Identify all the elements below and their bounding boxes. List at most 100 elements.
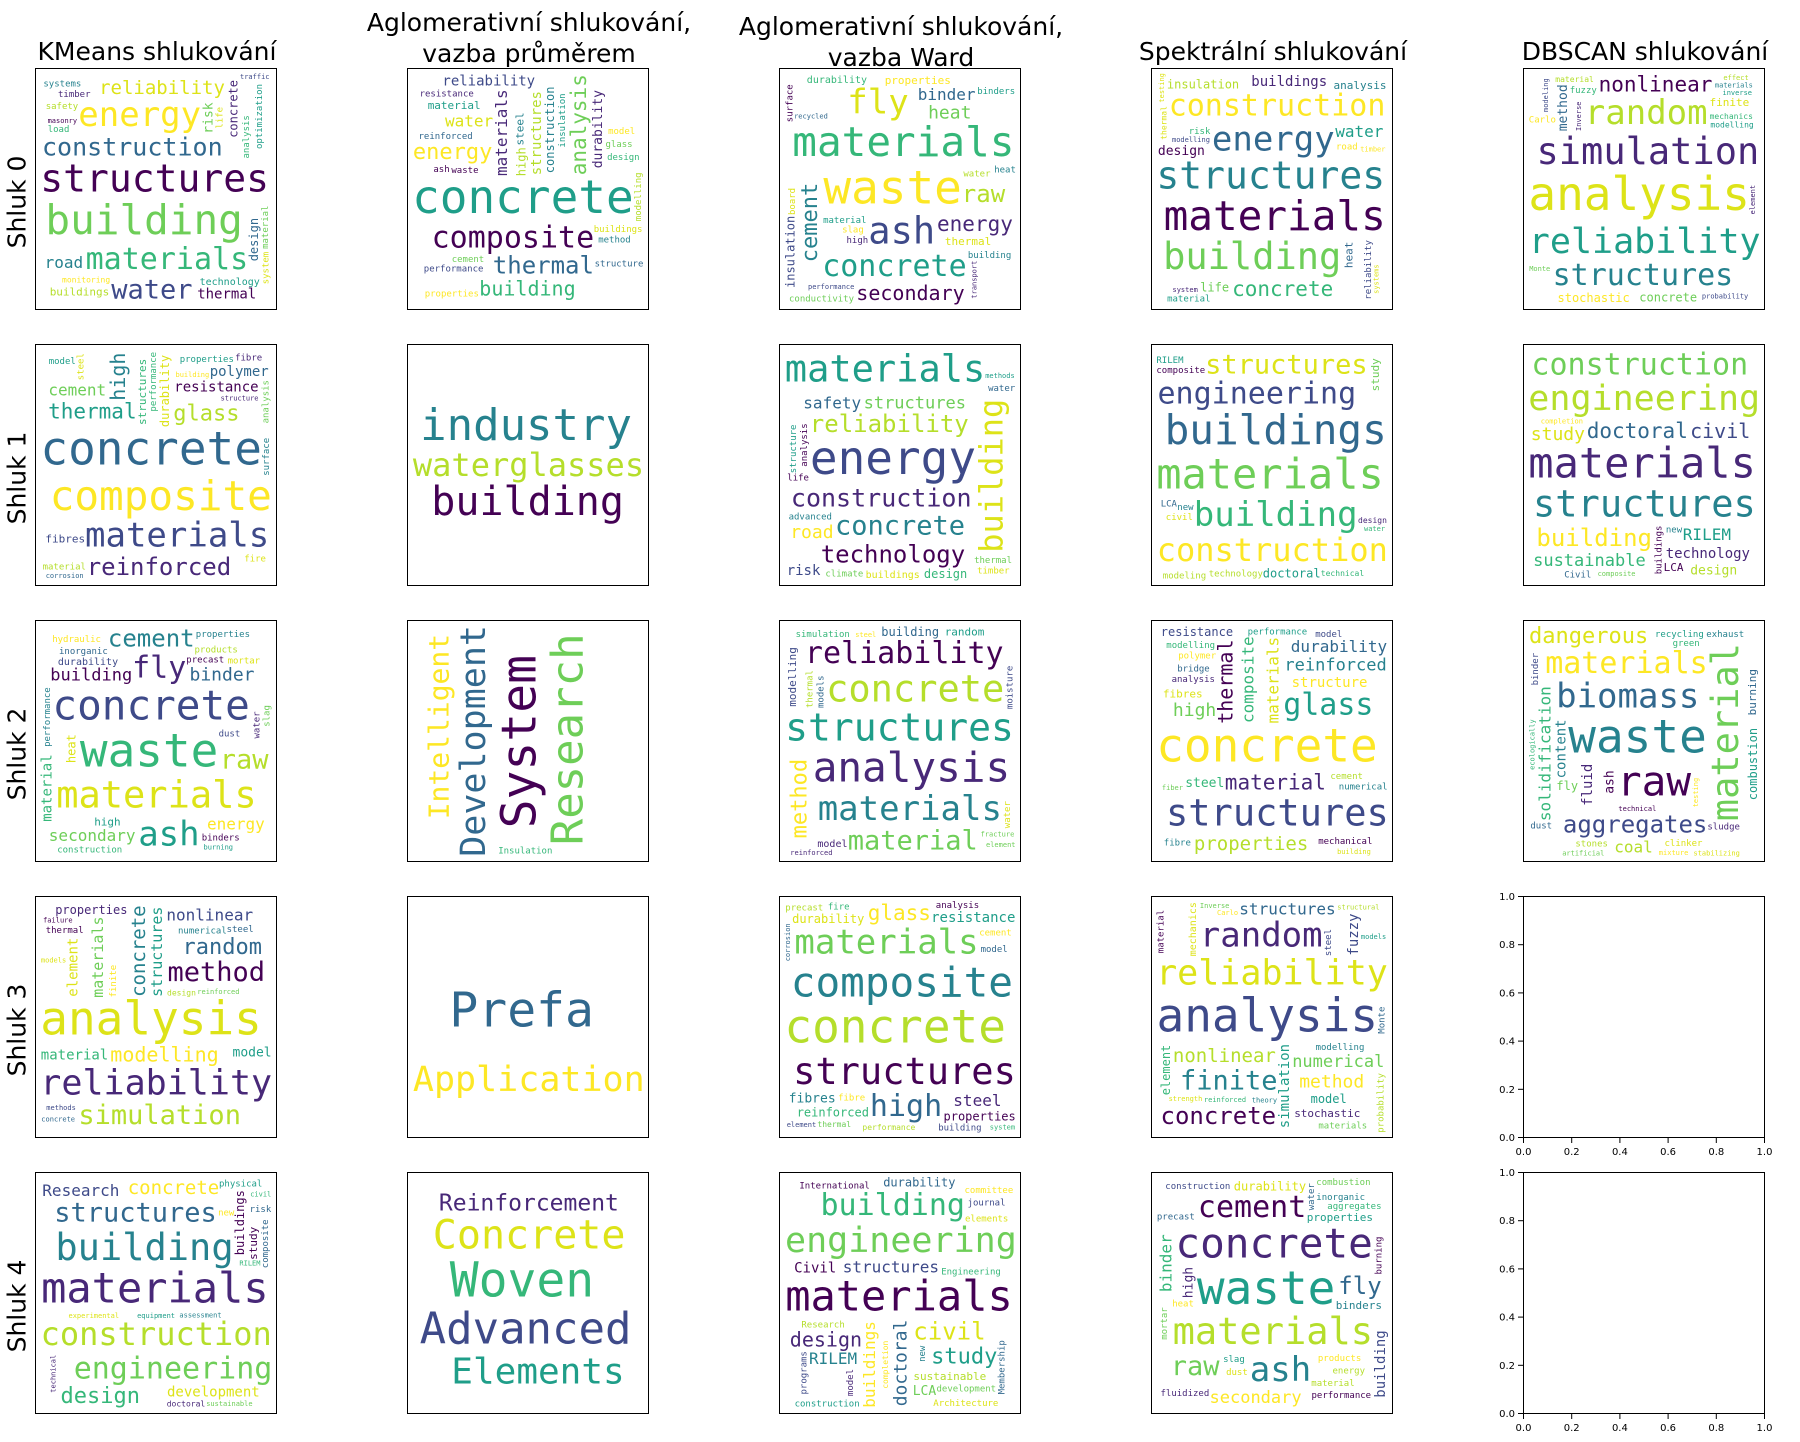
wordcloud-word: concrete [1161, 1102, 1277, 1130]
wordcloud-word: cement [108, 624, 195, 652]
wordcloud-word: LCA [913, 1384, 937, 1399]
wordcloud-word: material [1555, 75, 1594, 84]
wordcloud-word: binders [977, 87, 1015, 97]
wordcloud-panel: structures materials building energy constru… [1151, 68, 1393, 310]
wordcloud-word: design [247, 218, 261, 261]
wordcloud-word: composite [1156, 366, 1205, 376]
wordcloud-word: concrete [835, 511, 965, 542]
x-tick-label: 0.4 [1612, 1147, 1628, 1158]
wordcloud-word: modelling [1316, 1043, 1365, 1053]
wordcloud-word: precast [785, 903, 823, 913]
wordcloud-panel: materials engineering structures buildings c… [1523, 344, 1765, 586]
wordcloud-word: fly [1338, 1272, 1381, 1300]
wordcloud-word: modeling [1163, 572, 1206, 582]
wordcloud-word: reliability [805, 636, 1004, 671]
wordcloud-word: materials [1264, 637, 1283, 724]
wordcloud-word: road [1336, 143, 1358, 153]
wordcloud-word: stochastic [1294, 1107, 1360, 1120]
wordcloud-word: dust [1226, 1368, 1248, 1378]
wordcloud-word: recycling [1655, 630, 1704, 640]
wordcloud-word: structure [789, 425, 799, 474]
column-title-line: Aglomerativní shlukování, [738, 12, 1064, 41]
wordcloud-word: construction [543, 86, 557, 173]
wordcloud-word: material [43, 562, 86, 572]
wordcloud-word: thermal [197, 287, 256, 303]
wordcloud-word: binders [1336, 1299, 1382, 1312]
wordcloud-word: element [66, 938, 82, 997]
wordcloud-word: resistance [174, 379, 258, 395]
wordcloud-word: climate [825, 570, 863, 580]
wordcloud-word: method [1299, 1071, 1364, 1092]
wordcloud-word: high [106, 353, 130, 401]
wordcloud-word: technical [50, 1355, 58, 1393]
wordcloud-word: properties [180, 355, 234, 365]
wordcloud-word: mechanics [1188, 902, 1199, 956]
wordcloud-word: technology [1209, 570, 1264, 580]
wordcloud-word: materials [794, 923, 978, 963]
y-tick-label: 0.8 [1499, 940, 1515, 951]
wordcloud-word: finite [1180, 1066, 1278, 1097]
wordcloud-word: materials [785, 1272, 1013, 1321]
wordcloud-word: concrete [40, 421, 262, 475]
empty-axes: 0.00.0 0.2 0.2 0.4 0.4 0.6 0.6 0.8 0.8 1.0 1.0 [1499, 1168, 1772, 1434]
wordcloud-word: structures [1205, 349, 1368, 380]
wordcloud-panel: analysis structures reliability simulation c… [35, 896, 277, 1138]
wordcloud-word: fuzzy [1346, 913, 1362, 955]
wordcloud-word: products [195, 646, 238, 656]
wordcloud-word: RILEM [809, 1349, 857, 1368]
column-title-line: vazba Ward [827, 43, 975, 72]
wordcloud-word: nonlinear [166, 906, 253, 925]
wordcloud-word: sustainable [913, 1370, 986, 1383]
wordcloud-word: design [607, 153, 640, 163]
wordcloud-word: resistance [420, 89, 474, 99]
wordcloud-word: Advanced [420, 1303, 632, 1354]
wordcloud-word: random [1200, 916, 1323, 956]
wordcloud-panel: concrete materials structures construction c… [407, 68, 649, 310]
wordcloud-word: reinforced [419, 132, 473, 142]
wordcloud-word: durability [58, 657, 118, 668]
wordcloud-word: material [428, 99, 481, 112]
wordcloud-word: reliability [810, 410, 969, 438]
wordcloud-word: concrete [1156, 718, 1378, 772]
wordcloud-word: models [816, 675, 826, 708]
wordcloud-word: theory [1252, 1097, 1277, 1105]
wordcloud-word: water [1003, 801, 1013, 829]
wordcloud-word: corrosion [46, 572, 84, 580]
wordcloud-word: waterglasses [413, 446, 644, 484]
wordcloud-word: assessment [179, 1312, 221, 1320]
wordcloud-word: risk [250, 1205, 272, 1215]
wordcloud-word: energy [413, 140, 492, 165]
wordcloud-word: road [790, 522, 833, 543]
wordcloud-word: buildings [1165, 406, 1387, 454]
wordcloud-word: concrete [128, 1177, 220, 1199]
column-title-agglo-ward: Aglomerativní shlukování, vazba Ward [711, 11, 1091, 73]
column-title-dbscan: DBSCAN shlukování [1521, 37, 1769, 66]
wordcloud-word: new [218, 1208, 235, 1218]
wordcloud-word: fly [132, 650, 186, 685]
wordcloud-word: high [1181, 1267, 1196, 1298]
wordcloud-word: fibre [838, 1093, 865, 1103]
wordcloud-word: thermal [817, 1120, 851, 1129]
wordcloud-word: Research [543, 633, 594, 845]
wordcloud-word: thermal [1159, 106, 1168, 140]
column-title-line: Aglomerativní shlukování, [366, 8, 692, 37]
wordcloud-word: Prefa [449, 982, 594, 1038]
row-label-2: Shluk 2 [2, 707, 32, 801]
wordcloud-panel: Woven Advanced Concrete Elements Reinforceme… [407, 1172, 649, 1414]
wordcloud-word: building [176, 371, 210, 379]
wordcloud-word: fibres [1163, 688, 1203, 701]
wordcloud-word: simulation [78, 1100, 241, 1131]
wordcloud-word: binder [918, 85, 976, 104]
wordcloud-word: steel [1324, 929, 1334, 956]
wordcloud-word: new [918, 1345, 928, 1362]
wordcloud-word: study [1369, 358, 1382, 391]
wordcloud-word: thermal [945, 235, 991, 248]
wordcloud-word: raw [962, 180, 1006, 208]
wordcloud-word: risk [787, 563, 821, 579]
wordcloud-word: cement [48, 380, 106, 399]
wordcloud-word: mixture [1659, 849, 1689, 857]
wordcloud-word: materials [56, 774, 256, 817]
wordcloud-word: RILEM [1683, 525, 1731, 544]
